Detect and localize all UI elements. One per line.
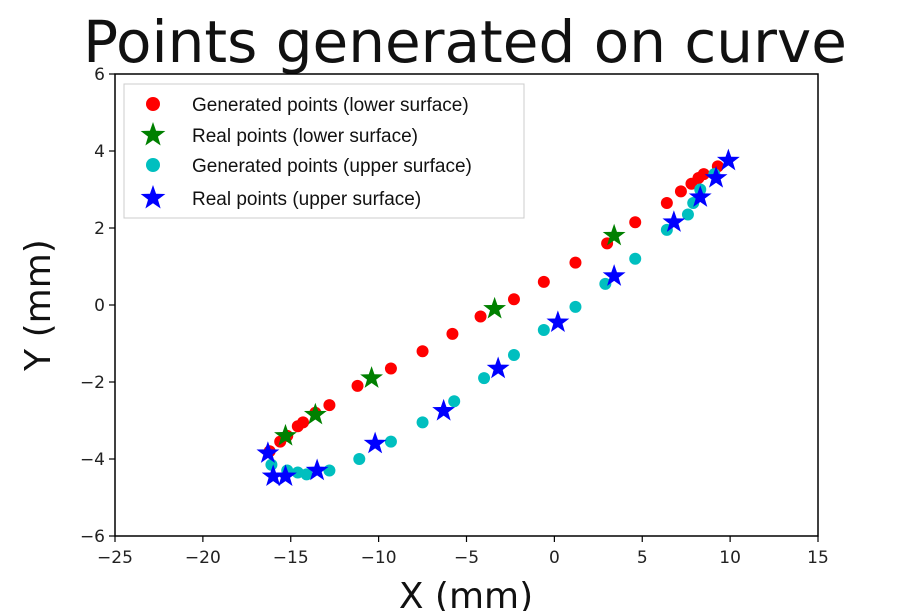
chart-title: Points generated on curve	[83, 8, 847, 76]
data-point-star	[274, 464, 297, 487]
data-point	[507, 293, 520, 306]
data-point	[265, 458, 278, 471]
x-tick-label: 10	[719, 548, 741, 568]
data-point	[599, 277, 612, 290]
data-point	[384, 435, 397, 448]
data-point	[384, 362, 397, 375]
data-point-star	[602, 223, 626, 246]
data-point	[569, 256, 582, 269]
x-tick-label: 15	[807, 548, 829, 568]
data-point-star	[662, 210, 686, 232]
data-point	[660, 196, 673, 209]
legend-marker	[146, 97, 160, 111]
series-2	[274, 223, 626, 446]
legend-box	[123, 83, 525, 219]
legend: Generated points (lower surface) Real poi…	[123, 83, 525, 219]
x-axis-label: X (mm)	[399, 576, 533, 611]
data-point-star	[261, 464, 285, 487]
x-tick-label: 0	[549, 548, 560, 568]
data-point	[323, 464, 336, 477]
x-tick-label: −15	[273, 548, 309, 568]
data-point	[537, 324, 550, 337]
y-axis-label: Y (mm)	[18, 239, 59, 372]
data-point-star	[483, 296, 507, 319]
data-point-star	[360, 366, 384, 388]
data-point-star	[546, 310, 570, 333]
data-point-star	[602, 264, 626, 286]
x-tick-label: −10	[361, 548, 397, 568]
data-point	[537, 275, 550, 288]
data-point	[351, 379, 364, 392]
y-tick-label: −6	[80, 527, 105, 547]
data-point	[448, 395, 461, 408]
data-point-star	[432, 398, 456, 421]
legend-label: Real points (upper surface)	[192, 189, 421, 210]
data-point-star	[256, 441, 280, 463]
legend-label: Generated points (lower surface)	[192, 95, 469, 116]
data-point-star	[305, 458, 329, 481]
data-point	[446, 327, 459, 340]
data-point-star	[688, 185, 712, 207]
data-point	[507, 349, 520, 362]
data-point-star	[303, 402, 327, 425]
y-tick-label: −2	[80, 373, 105, 393]
series-4	[256, 148, 740, 487]
data-point	[297, 416, 310, 429]
y-tick-label: 2	[94, 219, 105, 239]
data-point	[674, 185, 687, 198]
legend-label: Real points (lower surface)	[192, 126, 418, 147]
y-tick-label: −4	[80, 450, 105, 470]
x-tick-label: −20	[185, 548, 221, 568]
data-point	[353, 453, 366, 465]
data-point	[323, 399, 336, 412]
data-point	[300, 468, 313, 481]
legend-label: Generated points (upper surface)	[192, 156, 472, 177]
data-point	[569, 300, 582, 313]
data-point	[474, 310, 487, 323]
legend-marker	[140, 185, 166, 209]
x-tick-label: −5	[454, 548, 479, 568]
x-tick-label: −25	[97, 548, 133, 568]
data-point	[697, 168, 710, 181]
y-tick-label: 6	[94, 65, 105, 85]
legend-marker	[146, 158, 160, 172]
data-point	[681, 208, 694, 221]
data-point	[629, 252, 642, 265]
data-point-star	[716, 148, 740, 171]
y-tick-label: 0	[94, 296, 105, 316]
data-point-star	[704, 165, 728, 188]
data-point-star	[274, 423, 297, 446]
data-point	[416, 345, 429, 358]
data-point	[416, 416, 429, 429]
legend-marker	[140, 122, 166, 146]
x-tick-label: 5	[637, 548, 648, 568]
data-point	[478, 372, 491, 385]
plot-area	[256, 148, 740, 487]
y-tick-label: 4	[94, 142, 105, 162]
data-point-star	[486, 356, 510, 379]
data-point	[629, 216, 642, 229]
data-point-star	[363, 431, 387, 454]
